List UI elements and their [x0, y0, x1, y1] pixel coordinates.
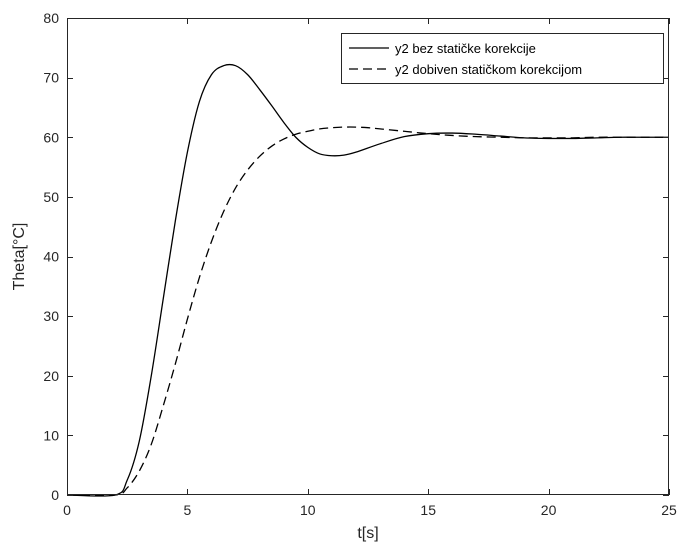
- y-axis-label: Theta[°C]: [11, 223, 28, 291]
- y-tick-label: 40: [43, 249, 59, 265]
- y-tick-label: 30: [43, 308, 59, 324]
- x-tick-label: 25: [661, 502, 677, 518]
- x-tick-label: 0: [63, 502, 71, 518]
- legend-label-2: y2 dobiven statičkom korekcijom: [395, 62, 582, 77]
- legend-label-1: y2 bez statičke korekcije: [395, 41, 536, 56]
- x-tick-label: 20: [541, 502, 557, 518]
- series-line-2: [66, 126, 669, 497]
- y-tick-label: 0: [51, 487, 59, 503]
- y-tick-label: 20: [43, 368, 59, 384]
- axes-background: [67, 18, 669, 495]
- x-tick-label: 15: [420, 502, 436, 518]
- x-axis-label: t[s]: [357, 525, 378, 542]
- legend-items: y2 bez statičke korekcije y2 dobiven stat…: [349, 41, 582, 77]
- legend: y2 bez statičke korekcije y2 dobiven stat…: [341, 33, 664, 84]
- x-tick-label: 10: [300, 502, 316, 518]
- axes-box: [67, 18, 669, 495]
- series-layer: [66, 63, 669, 497]
- legend-box: [341, 33, 664, 84]
- y-tick-label: 50: [43, 189, 59, 205]
- y-tick-label: 80: [43, 10, 59, 26]
- y-tick-label: 10: [43, 427, 59, 443]
- plot-area: 0 5 10 15 20 25 0 10 20 30 40 50 60 70 80: [43, 10, 677, 518]
- x-tick-label: 5: [184, 502, 192, 518]
- y-tick-label: 60: [43, 129, 59, 145]
- tick-layer: 0 5 10 15 20 25 0 10 20 30 40 50 60 70 80: [43, 10, 677, 518]
- y-tick-label: 70: [43, 70, 59, 86]
